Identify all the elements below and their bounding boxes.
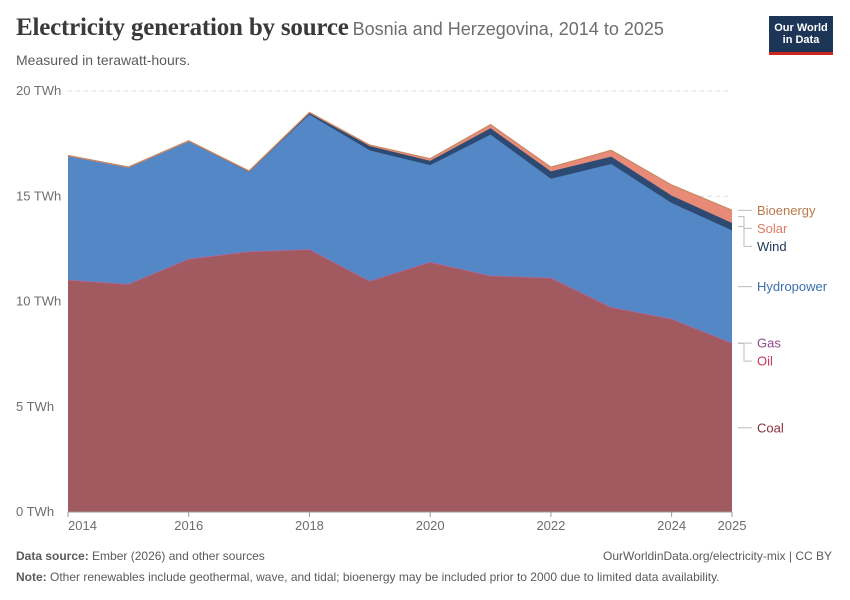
x-tick-label: 2018 — [295, 518, 324, 533]
area-series — [67, 111, 733, 512]
data-source: Data source: Ember (2026) and other sour… — [16, 549, 265, 563]
legend-label-wind[interactable]: Wind — [757, 239, 787, 254]
chart-title-suffix: Bosnia and Herzegovina, 2014 to 2025 — [352, 19, 664, 39]
license-link[interactable]: OurWorldinData.org/electricity-mix | CC … — [603, 549, 832, 563]
data-source-label: Data source: — [16, 549, 89, 563]
x-tick-label: 2024 — [657, 518, 686, 533]
y-tick-label: 10 TWh — [16, 294, 61, 309]
area-coal[interactable] — [68, 249, 732, 512]
x-tick-label: 2020 — [416, 518, 445, 533]
data-source-text[interactable]: Ember (2026) and other sources — [92, 549, 265, 563]
legend: Bioenergy Solar Wind Hydropower Gas Oil Coal — [738, 203, 828, 435]
chart-subtitle: Measured in terawatt-hours. — [16, 52, 191, 68]
chart-title-main: Electricity generation by source — [16, 14, 349, 41]
legend-label-hydropower[interactable]: Hydropower — [757, 279, 828, 294]
logo-line-2: in Data — [782, 34, 820, 46]
note-label: Note: — [16, 570, 47, 584]
x-tick-label: 2016 — [174, 518, 203, 533]
area-hydropower[interactable] — [68, 114, 732, 343]
y-tick-label: 15 TWh — [16, 188, 61, 203]
legend-connector-solar — [738, 216, 752, 229]
legend-label-gas[interactable]: Gas — [757, 336, 781, 351]
axes: 0 TWh 5 TWh 10 TWh 15 TWh 20 TWh 2014 2016 2018… — [16, 83, 746, 533]
y-tick-label: 20 TWh — [16, 83, 61, 98]
x-tick-label: 2014 — [68, 518, 97, 533]
legend-connector-oil — [738, 342, 752, 362]
x-tick-label: 2022 — [536, 518, 565, 533]
legend-label-solar[interactable]: Solar — [757, 221, 788, 236]
logo-line-1: Our World — [774, 22, 828, 34]
area-edge-bioenergy — [67, 111, 733, 211]
y-tick-label: 0 TWh — [16, 504, 54, 519]
legend-label-oil[interactable]: Oil — [757, 354, 773, 369]
note-text: Other renewables include geothermal, wav… — [50, 570, 720, 584]
chart-note: Note: Other renewables include geotherma… — [16, 570, 720, 584]
legend-connector-wind — [738, 226, 752, 247]
legend-label-coal[interactable]: Coal — [757, 420, 784, 435]
x-tick-label: 2025 — [718, 518, 747, 533]
chart-title: Electricity generation by source Bosnia a… — [16, 14, 664, 42]
owid-logo[interactable]: Our World in Data — [769, 16, 833, 55]
legend-label-bioenergy[interactable]: Bioenergy — [757, 203, 816, 218]
y-tick-label: 5 TWh — [16, 399, 54, 414]
